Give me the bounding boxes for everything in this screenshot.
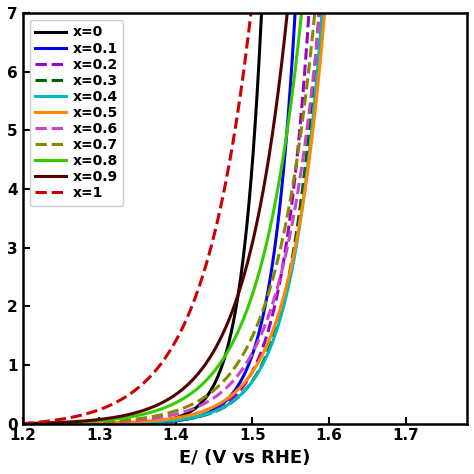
x=0.6 [236, 372, 242, 377]
x=0.9 [236, 290, 242, 296]
x=0.8 [20, 421, 26, 427]
x=1 [236, 103, 242, 109]
Line: x=0.1: x=0.1 [23, 0, 467, 424]
x=0.4 [42, 421, 48, 427]
x=0.4 [236, 394, 242, 400]
Line: x=0.6: x=0.6 [23, 0, 467, 424]
x=0.9 [224, 322, 230, 328]
x=1 [42, 419, 48, 424]
x=0 [42, 421, 48, 427]
x=0.3 [236, 394, 242, 400]
x=0.4 [20, 421, 26, 427]
x=0.1 [20, 421, 26, 427]
X-axis label: E/ (V vs RHE): E/ (V vs RHE) [179, 449, 310, 467]
x=0.1 [236, 382, 242, 388]
x=0 [236, 289, 242, 294]
Line: x=0.4: x=0.4 [23, 0, 467, 424]
x=0.2 [224, 401, 230, 406]
x=0.6 [42, 420, 48, 426]
x=0.4 [224, 402, 230, 408]
x=0.7 [236, 359, 242, 365]
x=0.9 [42, 420, 48, 426]
x=0.3 [224, 403, 230, 409]
x=0.1 [42, 421, 48, 427]
x=0.9 [20, 421, 26, 427]
Line: x=1: x=1 [23, 0, 467, 424]
x=0 [224, 347, 230, 353]
x=0.1 [224, 397, 230, 402]
x=0.7 [224, 374, 230, 380]
Line: x=0.9: x=0.9 [23, 0, 467, 424]
x=0.2 [20, 421, 26, 427]
x=0.6 [224, 384, 230, 390]
x=0.2 [42, 421, 48, 427]
x=0.5 [236, 386, 242, 392]
Line: x=0.8: x=0.8 [23, 0, 467, 424]
Legend: x=0, x=0.1, x=0.2, x=0.3, x=0.4, x=0.5, x=0.6, x=0.7, x=0.8, x=0.9, x=1: x=0, x=0.1, x=0.2, x=0.3, x=0.4, x=0.5, … [29, 20, 123, 206]
x=0.5 [224, 396, 230, 401]
x=0.2 [236, 389, 242, 395]
x=0.5 [20, 421, 26, 427]
x=0 [20, 421, 26, 427]
x=1 [224, 173, 230, 179]
x=0.8 [236, 328, 242, 333]
x=0.5 [42, 421, 48, 427]
x=0.3 [42, 421, 48, 427]
x=0.8 [224, 350, 230, 356]
x=0.7 [20, 421, 26, 427]
x=0.3 [20, 421, 26, 427]
x=1 [20, 421, 26, 427]
x=0.8 [42, 420, 48, 426]
Line: x=0: x=0 [23, 0, 467, 424]
Line: x=0.7: x=0.7 [23, 0, 467, 424]
x=0.7 [42, 420, 48, 426]
x=0.6 [20, 421, 26, 427]
Line: x=0.5: x=0.5 [23, 0, 467, 424]
Line: x=0.2: x=0.2 [23, 0, 467, 424]
Line: x=0.3: x=0.3 [23, 0, 467, 424]
